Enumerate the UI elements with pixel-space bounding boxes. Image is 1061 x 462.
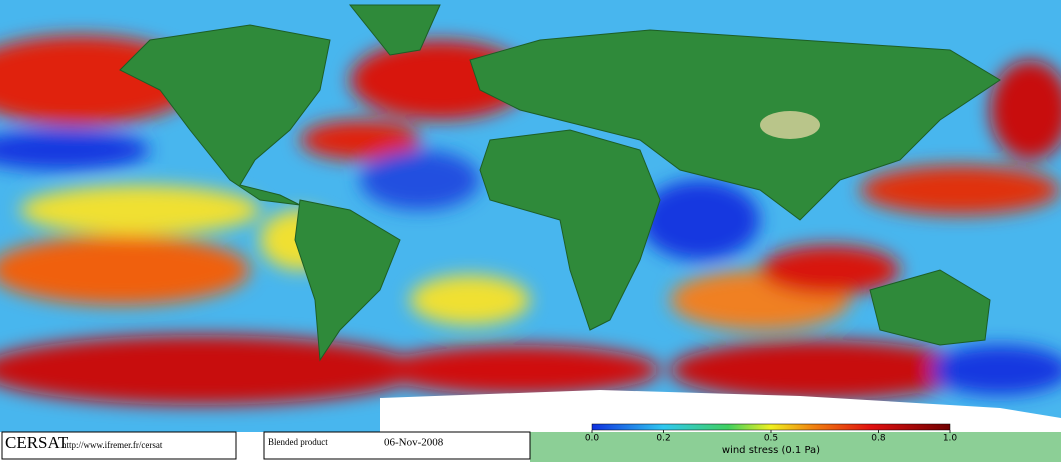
date: 06-Nov-2008 bbox=[384, 437, 444, 449]
colorbar-ticks: 0.0 0.2 0.5 0.8 1.0 bbox=[585, 430, 958, 444]
colorbar bbox=[591, 423, 951, 431]
antarctic-land bbox=[530, 432, 1061, 462]
colorbar-tick-label: 1.0 bbox=[943, 434, 958, 444]
antarctica bbox=[380, 390, 1061, 432]
logo: CERSAT bbox=[5, 433, 69, 452]
colorbar-tick-label: 0.2 bbox=[656, 434, 670, 444]
land bbox=[119, 4, 1001, 362]
logo-box bbox=[1, 431, 237, 460]
url: http://www.ifremer.fr/cersat bbox=[62, 440, 163, 450]
colorbar-tick-label: 0.5 bbox=[764, 434, 778, 444]
product: Blended product bbox=[268, 437, 328, 447]
colorbar-tick-label: 0.0 bbox=[585, 434, 600, 444]
colorbar-label: wind stress (0.1 Pa) bbox=[722, 445, 820, 456]
product-box bbox=[263, 431, 531, 460]
colorbar-tick-label: 0.8 bbox=[871, 434, 886, 444]
